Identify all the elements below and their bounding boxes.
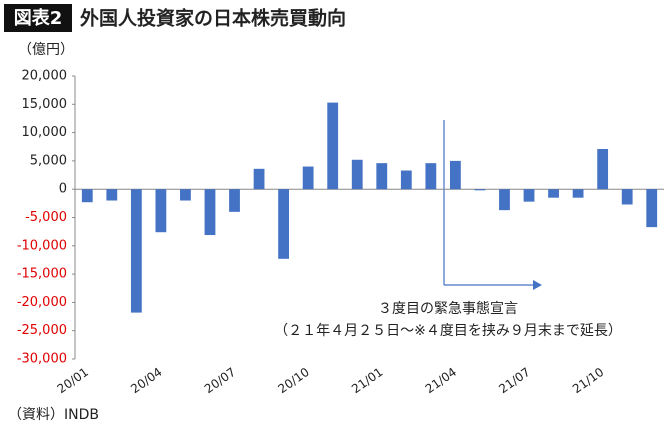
y-tick-label: 5,000 [30, 153, 67, 168]
chart-title: 外国人投資家の日本株売買動向 [80, 7, 346, 30]
bar [597, 149, 609, 190]
annotation: （２１年４月２５日〜※４度目を挟み９月末まで延長） [274, 323, 622, 339]
x-tick-label: 21/07 [496, 365, 532, 396]
y-tick-label: 0 [59, 182, 67, 197]
bar [449, 160, 461, 190]
bar [229, 189, 240, 212]
bar [523, 189, 535, 202]
y-tick-label: -25,000 [17, 323, 67, 338]
x-tick-label: 21/04 [423, 365, 459, 396]
y-tick-label: 15,000 [22, 97, 68, 112]
y-tick-label: -30,000 [17, 352, 67, 367]
bar [351, 159, 363, 190]
annotation: ３度目の緊急事態宣言 [378, 301, 518, 317]
bar [400, 170, 412, 190]
x-tick-label: 21/01 [349, 365, 385, 396]
x-tick-label: 20/07 [202, 365, 238, 396]
bar [425, 163, 437, 190]
x-tick-label: 21/10 [570, 365, 606, 396]
y-tick-label: 10,000 [22, 125, 68, 140]
x-tick-label: 20/10 [276, 365, 312, 396]
bar [204, 189, 216, 236]
source: （資料）INDB [8, 407, 99, 423]
bar [130, 189, 142, 313]
bar [106, 189, 118, 201]
bar [572, 189, 584, 198]
bar [81, 189, 93, 203]
bar [327, 102, 339, 190]
bar [499, 189, 510, 211]
bar [474, 189, 486, 191]
y-tick-label: 20,000 [22, 69, 68, 84]
bar [278, 189, 290, 259]
y-tick-label: -5,000 [25, 210, 67, 225]
bar [548, 189, 559, 198]
bar [180, 189, 191, 201]
badge: 図表2 [14, 7, 63, 29]
x-tick-label: 20/04 [128, 365, 164, 396]
arrow-head [533, 280, 542, 290]
bar [253, 168, 265, 190]
bar [646, 189, 658, 228]
y-tick-label: -10,000 [17, 238, 67, 253]
badge-box [4, 4, 72, 32]
bar [155, 189, 167, 233]
y-unit: （億円） [18, 42, 74, 58]
bar [376, 163, 388, 190]
bar [302, 166, 314, 190]
y-tick-label: -15,000 [17, 267, 67, 282]
y-tick-label: -20,000 [17, 295, 67, 310]
x-tick-label: 20/01 [55, 365, 91, 396]
bar [621, 189, 633, 205]
